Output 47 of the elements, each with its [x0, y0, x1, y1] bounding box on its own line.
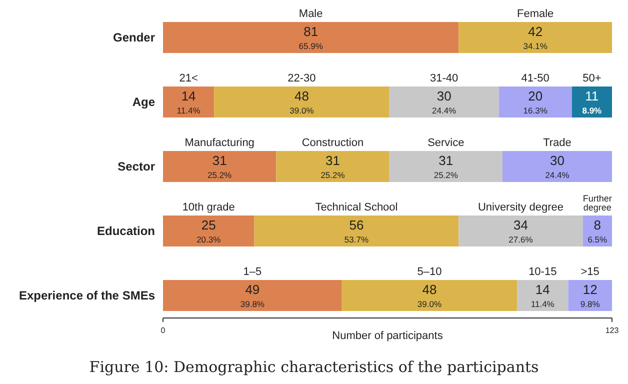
series-label: Female [517, 8, 554, 20]
series-label: >15 [580, 266, 600, 278]
data-label: 31 25.2% [320, 153, 346, 180]
series-label: 1–5 [243, 266, 262, 278]
series-label: Manufacturing [184, 137, 254, 149]
series-label: Further degree [582, 194, 612, 212]
data-label: 11 8.9% [582, 88, 602, 116]
series-label: 5–10 [417, 266, 442, 278]
series-label: 21< [179, 72, 198, 84]
data-label: 12 9.8% [580, 282, 600, 309]
data-label: 31 25.2% [208, 153, 232, 180]
data-label: 34 27.6% [508, 218, 534, 244]
series-label: Male [298, 8, 323, 20]
y-tick-label: Education [96, 224, 155, 238]
data-label: 56 53.7% [344, 218, 369, 244]
data-label: 20 16.3% [523, 88, 548, 116]
data-label: 14 11.4% [176, 88, 201, 116]
y-tick-label: Gender [112, 30, 156, 44]
x-tick-label: 0 [160, 326, 166, 335]
x-axis-title: Number of participants [332, 330, 444, 342]
y-tick-label: Sector [118, 160, 156, 174]
data-label: 42 34.1% [523, 24, 548, 51]
series-label: Service [428, 137, 464, 149]
y-tick-label: Experience of the SMEs [18, 288, 156, 302]
series-label: 10-15 [528, 266, 557, 278]
data-label: 25 20.3% [196, 218, 222, 244]
text: Figure 10: Demographic characteristics of the participants [89, 358, 539, 376]
data-label: 48 39.0% [417, 282, 442, 309]
x-tick-label: 123 [605, 326, 620, 335]
data-label: 49 39.8% [240, 282, 265, 309]
series-label: 41-50 [521, 72, 550, 84]
series-label: Trade [543, 137, 572, 149]
series-label: Construction [302, 137, 364, 149]
series-label: 22-30 [288, 72, 316, 84]
series-label: 31-40 [430, 72, 458, 84]
data-label: 81 65.9% [298, 24, 324, 51]
series-label: University degree [478, 202, 564, 214]
data-label: 30 24.4% [545, 153, 570, 180]
data-label: 48 39.0% [290, 88, 314, 116]
data-label: 14 11.4% [530, 282, 555, 309]
series-label: Technical School [315, 202, 398, 214]
y-tick-label: Age [132, 95, 156, 109]
data-label: 30 24.4% [432, 88, 457, 116]
data-label: 31 25.2% [434, 153, 458, 180]
series-label: 10th grade [182, 202, 235, 214]
data-label: 8 6.5% [588, 218, 608, 244]
series-label: 50+ [582, 72, 602, 84]
